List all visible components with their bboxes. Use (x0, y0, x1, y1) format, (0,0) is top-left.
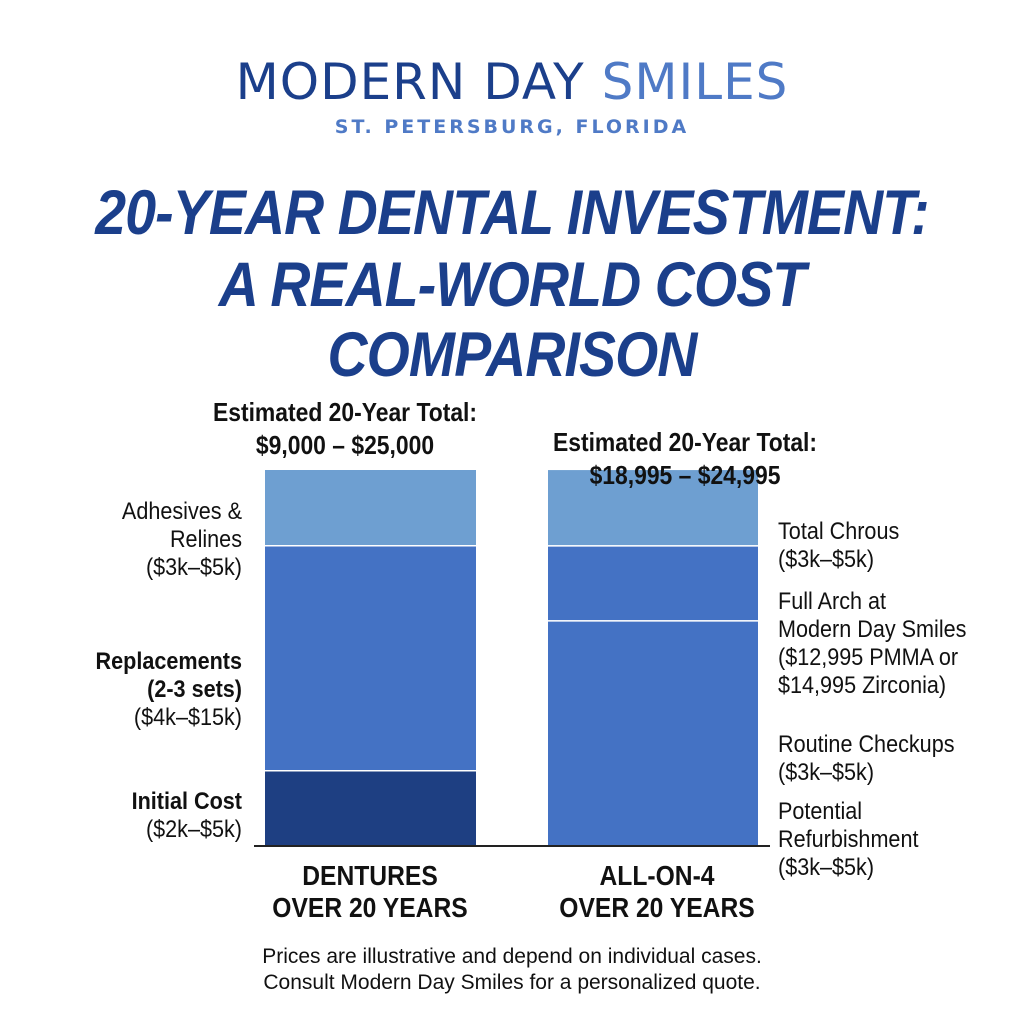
allon4-total-chrous-label: Total Chrous ($3k–$5k) (778, 518, 994, 574)
label-line: Refurbishment (778, 826, 919, 853)
allon4-segment-2 (548, 470, 758, 546)
dentures-total-title: Estimated 20-Year Total: (212, 397, 478, 427)
brand-name-part2: SMILES (601, 53, 789, 111)
label-line: Potential (778, 798, 863, 825)
dentures-replacements-label: Replacements (2-3 sets) ($4k–$15k) (42, 648, 242, 732)
brand-name-part1: MODERN DAY (235, 53, 585, 111)
label-line: ($3k–$5k) (778, 854, 875, 881)
allon4-routine-checkups-label: Routine Checkups ($3k–$5k) (778, 731, 994, 787)
segment-name: Adhesives & (121, 498, 242, 525)
dentures-adhesives-label: Adhesives & Relines ($3k–$5k) (42, 498, 242, 582)
label-line: ($3k–$5k) (778, 759, 875, 786)
allon4-total-title: Estimated 20-Year Total: (552, 427, 818, 457)
label-line: ($3k–$5k) (778, 546, 875, 573)
dentures-segment-1 (265, 545, 476, 770)
allon4-refurbishment-label: Potential Refurbishment ($3k–$5k) (778, 798, 994, 882)
label-line: ($12,995 PMMA or (778, 644, 959, 671)
segment-range: ($3k–$5k) (145, 554, 242, 581)
label-line: Total Chrous (778, 518, 900, 545)
disclaimer-footnote: Prices are illustrative and depend on in… (0, 944, 1024, 996)
dentures-segment-0 (265, 770, 476, 845)
dentures-initial-cost-label: Initial Cost ($2k–$5k) (42, 788, 242, 844)
category-line: OVER 20 YEARS (272, 892, 468, 923)
category-line: OVER 20 YEARS (559, 892, 755, 923)
label-line: $14,995 Zirconia) (778, 672, 947, 699)
allon4-total-range: $18,995 – $24,995 (589, 460, 781, 490)
segment-range: ($4k–$15k) (133, 704, 242, 731)
label-line: Routine Checkups (778, 731, 955, 758)
allon4-total-label: Estimated 20-Year Total: $18,995 – $24,9… (531, 426, 839, 492)
brand-logo: MODERN DAY SMILES (0, 50, 1024, 114)
segment-name-cont: Relines (169, 526, 242, 553)
footnote-line-1: Prices are illustrative and depend on in… (262, 945, 762, 968)
footnote-line-2: Consult Modern Day Smiles for a personal… (263, 971, 761, 994)
dentures-total-range: $9,000 – $25,000 (255, 430, 435, 460)
category-label-dentures: DENTURES OVER 20 YEARS (238, 860, 502, 924)
category-line: ALL-ON-4 (599, 860, 715, 891)
dentures-segment-2 (265, 470, 476, 545)
location-subtitle: ST. PETERSBURG, FLORIDA (334, 116, 690, 138)
dentures-total-label: Estimated 20-Year Total: $9,000 – $25,00… (191, 396, 499, 462)
segment-name-cont: (2-3 sets) (147, 676, 242, 703)
headline-line-1: 20-YEAR DENTAL INVESTMENT: (95, 178, 929, 248)
category-line: DENTURES (302, 860, 438, 891)
label-line: Modern Day Smiles (778, 616, 967, 643)
allon4-segment-1 (548, 545, 758, 621)
segment-name: Initial Cost (131, 788, 242, 815)
allon4-segment-0 (548, 620, 758, 845)
headline-line-2: A REAL-WORLD COST COMPARISON (218, 250, 806, 390)
category-label-allon4: ALL-ON-4 OVER 20 YEARS (525, 860, 789, 924)
segment-range: ($2k–$5k) (145, 816, 242, 843)
label-line: Full Arch at (778, 588, 887, 615)
allon4-full-arch-label: Full Arch at Modern Day Smiles ($12,995 … (778, 588, 994, 700)
segment-name: Replacements (95, 648, 242, 675)
